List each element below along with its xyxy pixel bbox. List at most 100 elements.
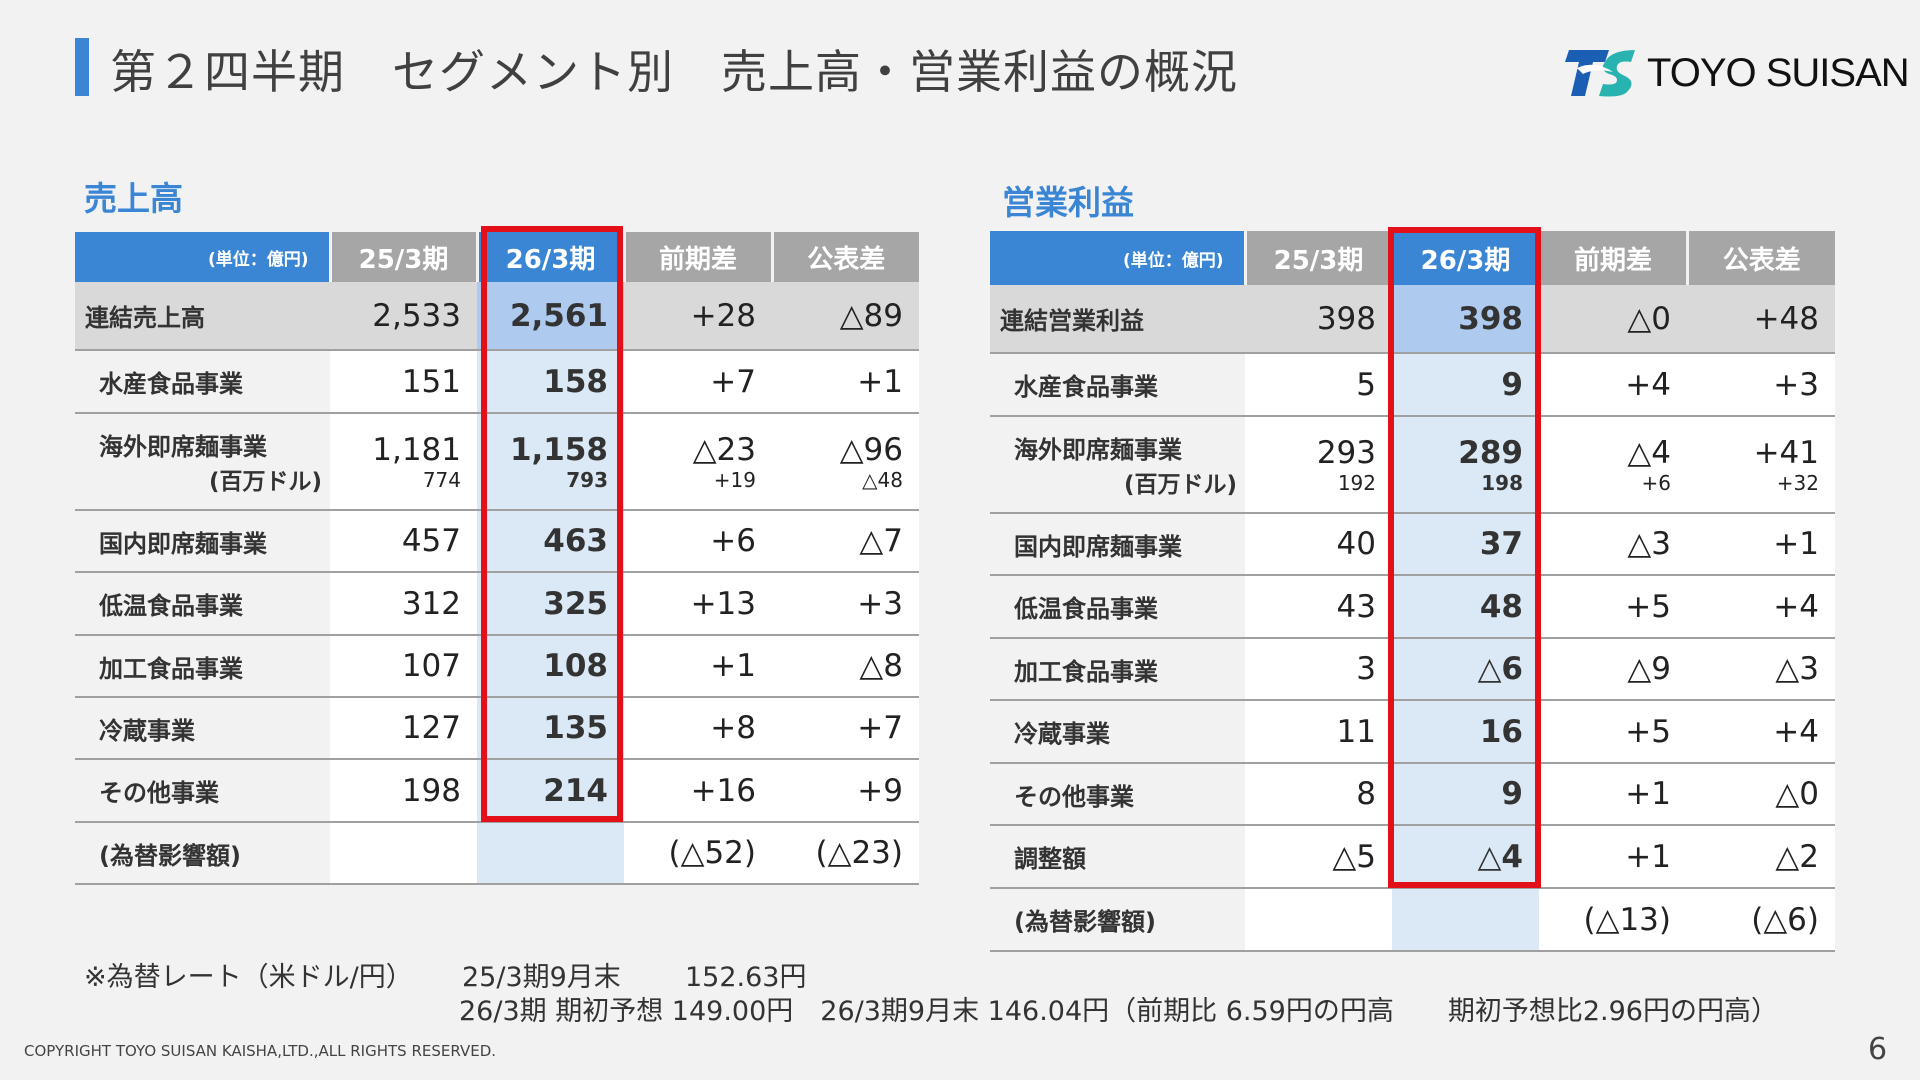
value-sub: 793 [566,467,608,492]
cell-25-3: 11 [1245,700,1392,764]
cell-diff-plan: △96 △48 [772,413,919,511]
logo-text: TOYO SUISAN [1647,50,1910,95]
cell-26-3 [1392,888,1539,952]
unit-header: (単位：億円) [75,232,332,282]
cell-diff-prev: +5 [1539,700,1687,764]
col-header-diff-prev: 前期差 [624,232,774,282]
sales-section-title: 売上高 [84,179,183,218]
cell-26-3: 158 [477,350,624,414]
row-label: 国内即席麺事業 [75,510,330,573]
row-label: 冷蔵事業 [990,700,1245,764]
cell-diff-plan: +4 [1687,575,1835,639]
col-header-diff-prev: 前期差 [1539,231,1689,285]
cell-diff-prev: +1 [1539,825,1687,889]
cell-25-3 [330,822,477,885]
row-label-main: 海外即席麺事業 [1014,436,1182,464]
table-row: (為替影響額) (△52) (△23) [75,822,919,885]
table-row: 冷蔵事業 11 16 +5 +4 [990,700,1835,764]
cell-diff-plan: △89 [772,282,919,351]
row-label: その他事業 [990,763,1245,826]
cell-25-3: 5 [1245,353,1392,417]
cell-26-3: 135 [477,697,624,760]
value-main: 1,181 [372,431,461,468]
cell-25-3: 312 [330,572,477,636]
table-row: 低温食品事業 312 325 +13 +3 [75,572,919,636]
highlight-box-op-profit-26-3 [1388,227,1541,888]
row-label: 冷蔵事業 [75,697,330,760]
op-profit-section-title: 営業利益 [1002,183,1134,222]
fx-rate-current-note: 26/3期 期初予想 149.00円 26/3期9月末 146.04円（前期比 … [459,996,1778,1027]
value-main: 1,158 [509,431,608,468]
cell-diff-prev: +1 [1539,763,1687,826]
cell-25-3: 198 [330,759,477,823]
row-label: 加工食品事業 [990,638,1245,701]
row-sublabel: (百万ドル) [209,469,323,495]
value-main: △23 [692,431,756,468]
cell-26-3: 1,158 793 [477,413,624,511]
cell-diff-plan: +3 [1687,353,1835,417]
row-label-main: 海外即席麺事業 [99,433,267,461]
cell-26-3: 289 198 [1392,416,1539,514]
table-row: その他事業 8 9 +1 △0 [990,763,1835,826]
col-header-26-3: 26/3期 [1392,231,1541,285]
value-main: 289 [1458,434,1523,471]
table-row: 海外即席麺事業 (百万ドル) 1,181 774 1,158 793 △23 +19 … [75,413,919,511]
cell-diff-plan: △2 [1687,825,1835,889]
cell-diff-prev: +4 [1539,353,1687,417]
table-row: 冷蔵事業 127 135 +8 +7 [75,697,919,760]
row-label: (為替影響額) [990,888,1245,952]
cell-26-3: 108 [477,635,624,698]
cell-26-3: 37 [1392,513,1539,576]
unit-header: (単位：億円) [990,231,1247,285]
row-label: 調整額 [990,825,1245,889]
cell-diff-prev: △3 [1539,513,1687,576]
value-sub: +32 [1776,470,1819,495]
row-label: 海外即席麺事業 (百万ドル) [75,413,330,511]
cell-25-3: 457 [330,510,477,573]
cell-diff-prev: (△13) [1539,888,1687,952]
table-row: 水産食品事業 5 9 +4 +3 [990,353,1835,417]
col-header-diff-plan: 公表差 [772,232,919,282]
cell-diff-plan: +7 [772,697,919,760]
cell-25-3: 43 [1245,575,1392,639]
cell-25-3: 151 [330,350,477,414]
col-header-25-3: 25/3期 [1245,231,1394,285]
value-sub: 192 [1337,470,1376,495]
cell-diff-prev: +8 [624,697,772,760]
col-header-25-3: 25/3期 [330,232,479,282]
fx-rate-prev-period: 25/3期9月末 [462,962,621,993]
table-header-row: (単位：億円) 25/3期 26/3期 前期差 公表差 [990,231,1835,285]
cell-25-3: 8 [1245,763,1392,826]
cell-diff-prev: +5 [1539,575,1687,639]
cell-diff-prev: (△52) [624,822,772,885]
cell-diff-prev: △9 [1539,638,1687,701]
fx-rate-prev-value: 152.63円 [685,962,807,993]
cell-diff-plan: △3 [1687,638,1835,701]
page-title: 第２四半期 セグメント別 売上高・営業利益の概況 [110,45,1238,99]
cell-diff-plan: +4 [1687,700,1835,764]
table-row: 連結売上高 2,533 2,561 +28 △89 [75,282,919,351]
row-label: 連結営業利益 [990,285,1245,354]
cell-diff-prev: +28 [624,282,772,351]
row-sublabel: (百万ドル) [1124,472,1238,498]
cell-diff-plan: +41 +32 [1687,416,1835,514]
cell-diff-plan: +1 [772,350,919,414]
row-label: 低温食品事業 [990,575,1245,639]
row-label: 低温食品事業 [75,572,330,636]
value-sub: 198 [1481,470,1523,495]
cell-25-3 [1245,888,1392,952]
table-row: 加工食品事業 3 △6 △9 △3 [990,638,1835,701]
col-header-diff-plan: 公表差 [1687,231,1835,285]
cell-25-3: 3 [1245,638,1392,701]
sales-table: (単位：億円) 25/3期 26/3期 前期差 公表差 連結売上高 2,533 … [75,232,919,885]
row-label: (為替影響額) [75,822,330,885]
cell-26-3: △6 [1392,638,1539,701]
row-label: 加工食品事業 [75,635,330,698]
value-main: △4 [1627,434,1671,471]
cell-26-3: 9 [1392,763,1539,826]
cell-25-3: 1,181 774 [330,413,477,511]
cell-diff-prev: +1 [624,635,772,698]
table-header-row: (単位：億円) 25/3期 26/3期 前期差 公表差 [75,232,919,282]
cell-26-3: 2,561 [477,282,624,351]
cell-26-3 [477,822,624,885]
